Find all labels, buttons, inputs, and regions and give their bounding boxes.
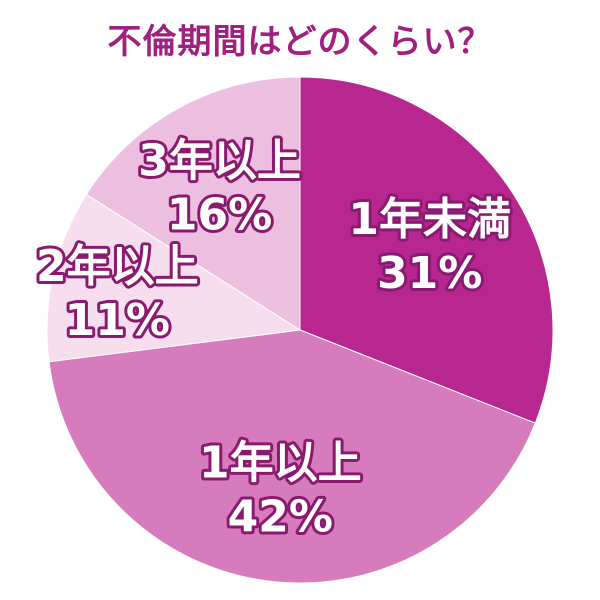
- slice-percent-label: 42%: [228, 492, 333, 543]
- pie-slices: [46, 76, 554, 584]
- slice-category-label: 2年以上: [36, 241, 199, 292]
- slice-category-label: 1年以上: [199, 438, 362, 489]
- chart-title: 不倫期間はどのくらい？: [107, 22, 493, 62]
- pie-slice-2: [48, 329, 536, 584]
- pie-slice-3: [46, 193, 302, 363]
- slice-category-label: 3年以上: [138, 136, 301, 187]
- slice-category-label: 1年未満: [348, 194, 511, 245]
- pie-slice-4: [85, 76, 301, 331]
- slice-percent-label: 31%: [377, 248, 482, 299]
- pie-slice-1: [299, 76, 554, 424]
- slice-percent-label: 16%: [167, 190, 272, 241]
- slice-percent-label: 11%: [65, 295, 170, 346]
